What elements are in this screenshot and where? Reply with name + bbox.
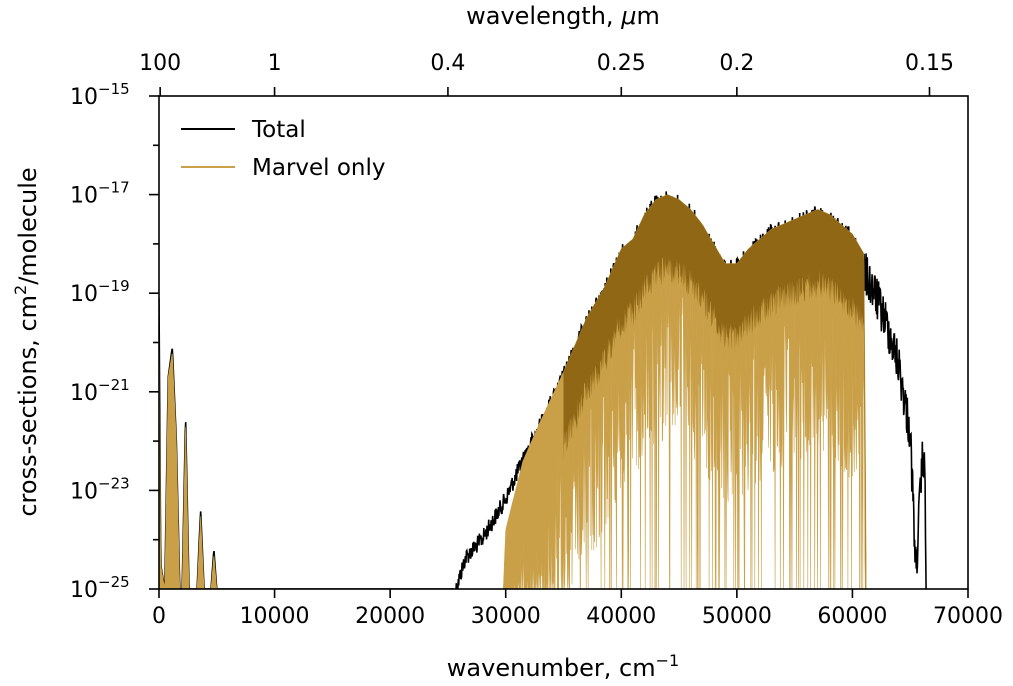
x-tick-label: 70000 (933, 604, 1003, 629)
series-layer (159, 191, 927, 589)
top-tick-label: 1 (268, 51, 282, 76)
x-tick-label: 10000 (240, 604, 310, 629)
top-tick-label: 0.25 (597, 51, 646, 76)
x-tick-label: 30000 (471, 604, 541, 629)
top-axis-title: wavelength, μm (466, 2, 660, 30)
x-tick-label: 20000 (355, 604, 425, 629)
x-tick-label: 60000 (817, 604, 887, 629)
y-axis-title: cross-sections, cm2/molecule (11, 167, 42, 516)
series-marvel-band (159, 194, 867, 589)
top-tick-label: 0.4 (430, 51, 465, 76)
x-axis-title: wavenumber, cm−1 (447, 651, 679, 682)
series-overlap-band (563, 194, 867, 589)
top-tick-label: 0.2 (719, 51, 754, 76)
y-tick-label: 10−19 (70, 277, 130, 307)
x-tick-label: 50000 (702, 604, 772, 629)
tick-layer: 0 10000 20000 30000 40000 50000 60000 70000 10−1… (70, 51, 1003, 629)
y-tick-label: 10−23 (70, 474, 130, 504)
top-tick-label: 0.15 (905, 51, 954, 76)
y-tick-label: 10−17 (70, 179, 130, 209)
legend: Total Marvel only (181, 117, 386, 181)
x-tick-label: 0 (152, 604, 166, 629)
y-tick-label: 10−15 (70, 80, 130, 110)
y-tick-label: 10−25 (70, 573, 130, 603)
x-tick-label: 40000 (586, 604, 656, 629)
legend-label-total: Total (251, 117, 306, 143)
top-tick-label: 100 (139, 51, 181, 76)
y-tick-label: 10−21 (70, 376, 130, 406)
legend-label-marvel: Marvel only (252, 155, 386, 181)
